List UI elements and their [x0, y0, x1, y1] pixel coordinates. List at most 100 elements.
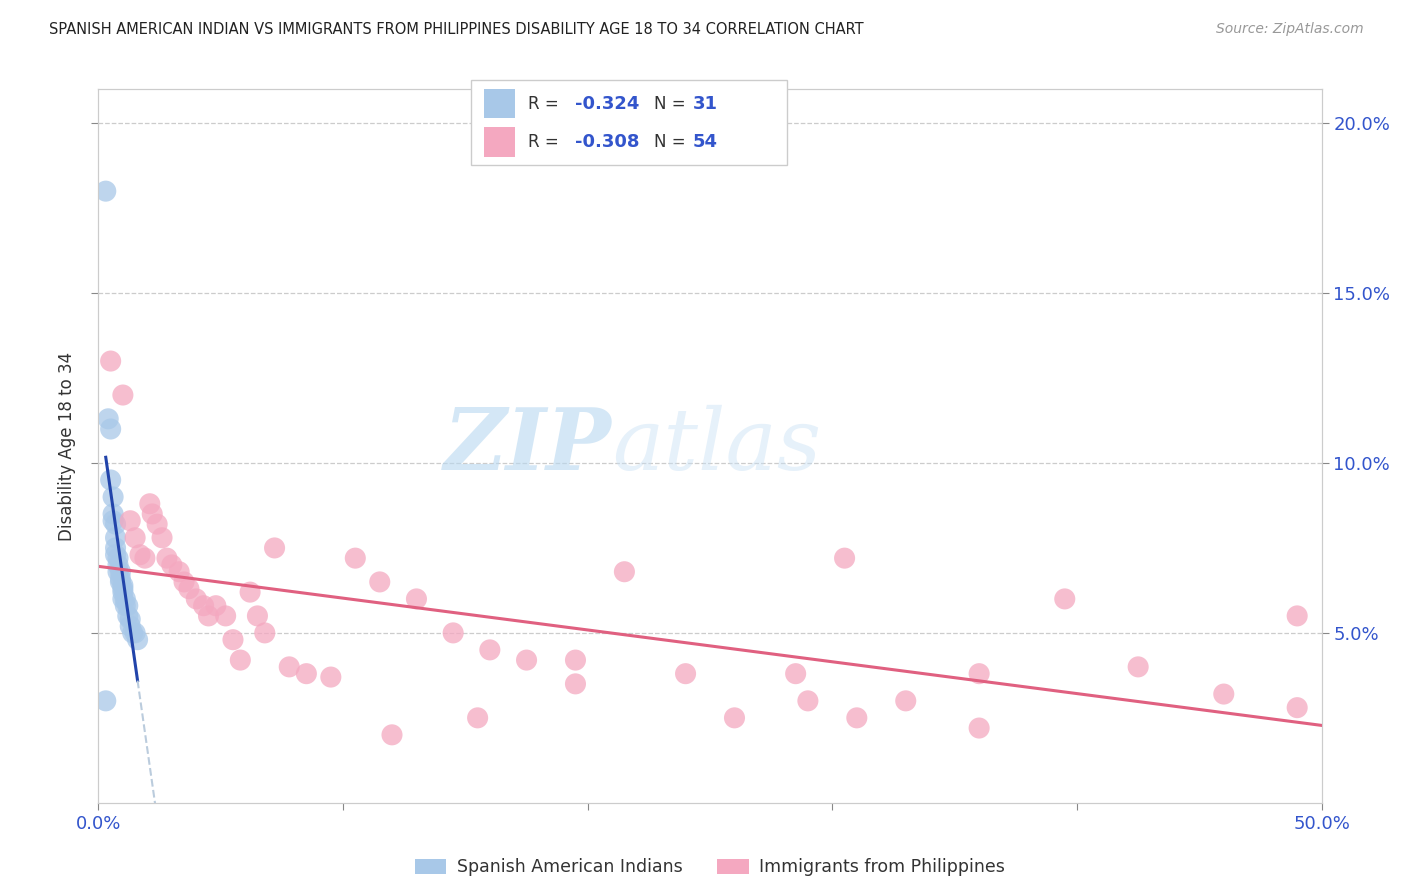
Point — [127, 632, 149, 647]
Point — [104, 541, 127, 555]
Text: 31: 31 — [693, 95, 717, 113]
Point — [101, 514, 124, 528]
Point — [785, 666, 807, 681]
Text: R =: R = — [529, 133, 564, 151]
Point — [167, 565, 190, 579]
Point — [101, 490, 124, 504]
Point — [177, 582, 200, 596]
Point — [441, 626, 464, 640]
Point — [186, 591, 208, 606]
Point — [110, 572, 132, 586]
Point — [124, 626, 146, 640]
Point — [107, 558, 129, 572]
Point — [101, 507, 124, 521]
Point — [222, 632, 245, 647]
Point — [278, 660, 301, 674]
Legend: Spanish American Indians, Immigrants from Philippines: Spanish American Indians, Immigrants fro… — [408, 852, 1012, 883]
Point — [97, 412, 120, 426]
Point — [114, 599, 136, 613]
Point — [110, 574, 132, 589]
Point — [405, 591, 427, 606]
Bar — [484, 89, 516, 119]
Point — [381, 728, 404, 742]
Point — [1286, 608, 1309, 623]
Point — [894, 694, 917, 708]
Point — [129, 548, 152, 562]
Point — [94, 184, 117, 198]
Point — [100, 422, 122, 436]
Text: 54: 54 — [693, 133, 717, 151]
Point — [111, 578, 134, 592]
Point — [967, 666, 990, 681]
Point — [564, 653, 586, 667]
Point — [1128, 660, 1150, 674]
Point — [368, 574, 391, 589]
Point — [344, 551, 367, 566]
Point — [967, 721, 990, 735]
Point — [111, 585, 134, 599]
Point — [295, 666, 318, 681]
Point — [253, 626, 276, 640]
Point — [1053, 591, 1076, 606]
Point — [94, 694, 117, 708]
Text: N =: N = — [655, 95, 692, 113]
Text: SPANISH AMERICAN INDIAN VS IMMIGRANTS FROM PHILIPPINES DISABILITY AGE 18 TO 34 C: SPANISH AMERICAN INDIAN VS IMMIGRANTS FR… — [49, 22, 863, 37]
Point — [117, 608, 139, 623]
Point — [107, 551, 129, 566]
Point — [797, 694, 820, 708]
Text: -0.308: -0.308 — [575, 133, 640, 151]
Point — [111, 591, 134, 606]
Point — [319, 670, 342, 684]
Point — [675, 666, 697, 681]
Point — [107, 565, 129, 579]
Point — [564, 677, 586, 691]
Point — [111, 582, 134, 596]
Point — [150, 531, 173, 545]
Point — [156, 551, 179, 566]
Point — [100, 354, 122, 368]
Point — [478, 643, 501, 657]
Point — [120, 619, 142, 633]
Bar — [484, 127, 516, 157]
Point — [173, 574, 195, 589]
Point — [229, 653, 252, 667]
Point — [246, 608, 269, 623]
Text: -0.324: -0.324 — [575, 95, 640, 113]
Point — [121, 626, 143, 640]
Point — [1286, 700, 1309, 714]
Text: N =: N = — [655, 133, 692, 151]
Point — [197, 608, 219, 623]
Point — [160, 558, 183, 572]
Point — [100, 473, 122, 487]
Point — [104, 548, 127, 562]
Text: Source: ZipAtlas.com: Source: ZipAtlas.com — [1216, 22, 1364, 37]
Point — [239, 585, 262, 599]
Point — [146, 517, 169, 532]
Text: R =: R = — [529, 95, 564, 113]
Point — [515, 653, 537, 667]
Point — [104, 531, 127, 545]
Point — [141, 507, 163, 521]
Point — [139, 497, 162, 511]
Text: atlas: atlas — [612, 405, 821, 487]
Text: ZIP: ZIP — [444, 404, 612, 488]
Point — [111, 388, 134, 402]
Point — [467, 711, 489, 725]
Point — [120, 514, 142, 528]
Point — [1212, 687, 1234, 701]
Point — [263, 541, 285, 555]
Point — [124, 531, 146, 545]
Point — [110, 565, 132, 579]
Point — [114, 591, 136, 606]
Point — [845, 711, 868, 725]
Point — [120, 612, 142, 626]
Point — [205, 599, 228, 613]
Point — [193, 599, 215, 613]
Point — [613, 565, 636, 579]
Y-axis label: Disability Age 18 to 34: Disability Age 18 to 34 — [58, 351, 76, 541]
Point — [834, 551, 856, 566]
Point — [104, 517, 127, 532]
Point — [723, 711, 745, 725]
Point — [134, 551, 156, 566]
Point — [214, 608, 236, 623]
